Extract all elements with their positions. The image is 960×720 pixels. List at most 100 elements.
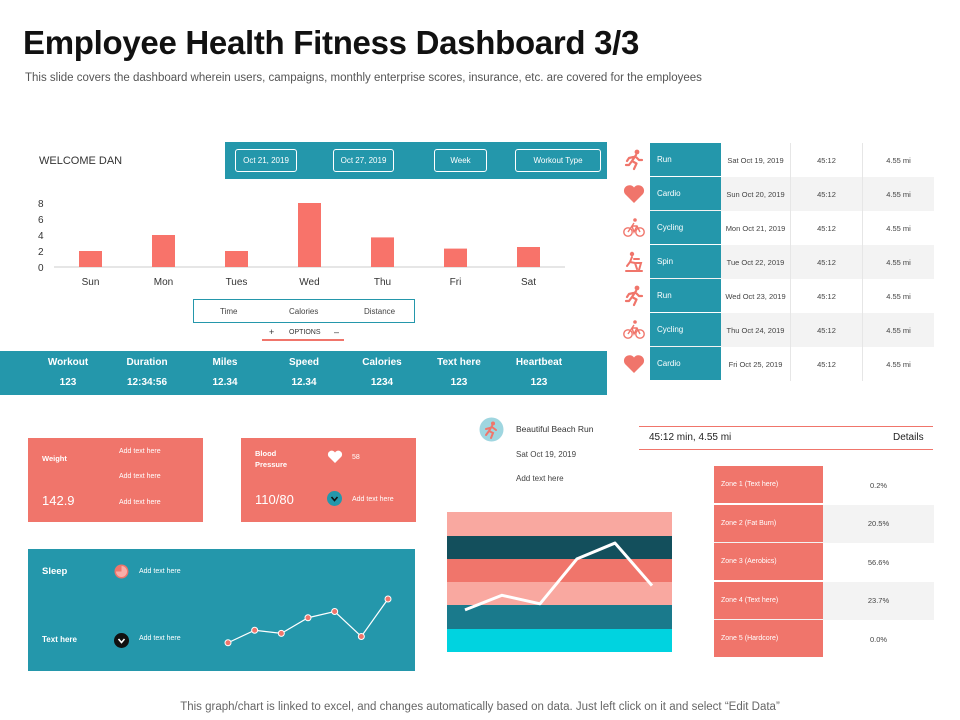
stat-value: 123: [530, 377, 548, 388]
stat-value: 12:34:56: [126, 377, 168, 388]
stats-bar: Workout 123 Duration 12:34:56 Miles 12.3…: [0, 351, 607, 395]
heart-icon: [622, 182, 646, 206]
activity-type: Run: [650, 143, 721, 176]
sleep-note: Add text here: [139, 568, 181, 575]
sleep-label: Sleep: [42, 566, 68, 577]
activity-date: Tue Oct 22, 2019: [721, 245, 791, 279]
activity-row[interactable]: Cardio Sun Oct 20, 2019 45:12 4.55 mi: [650, 177, 934, 211]
period-button[interactable]: Week: [434, 149, 487, 172]
bicycle-icon: [622, 216, 646, 240]
run-trend-line: [464, 541, 654, 612]
bar: [517, 247, 540, 267]
end-date-button[interactable]: Oct 27, 2019: [333, 149, 394, 172]
zone-row: Zone 3 (Aerobics) 56.6%: [714, 543, 934, 581]
workout-type-button[interactable]: Workout Type: [515, 149, 601, 172]
footer-note: This graph/chart is linked to excel, and…: [180, 701, 780, 713]
metric-distance[interactable]: Distance: [364, 307, 396, 316]
zone-label: Zone 4 (Text here): [714, 581, 823, 619]
metric-selector: Time Calories Distance: [193, 299, 415, 323]
weight-note: Add text here: [119, 473, 161, 480]
activity-date: Fri Oct 25, 2019: [721, 347, 791, 381]
metric-time[interactable]: Time: [220, 307, 238, 316]
bar: [79, 251, 102, 267]
activity-type: Run: [650, 279, 721, 312]
zone-label: Zone 2 (Fat Burn): [714, 504, 823, 542]
y-tick-label: 8: [38, 199, 44, 210]
x-tick-label: Mon: [154, 277, 173, 288]
run-note: Add text here: [516, 474, 564, 483]
chevron-down-icon[interactable]: [114, 633, 129, 648]
activity-date: Wed Oct 23, 2019: [721, 279, 791, 313]
options-plus-button[interactable]: +: [269, 327, 275, 337]
weight-label: Weight: [42, 454, 67, 463]
weight-card: Weight 142.9 Add text here Add text here…: [28, 438, 203, 522]
zone-row: Zone 1 (Text here) 0.2%: [714, 466, 934, 504]
zone-row: Zone 4 (Text here) 23.7%: [714, 581, 934, 620]
page-title: Employee Health Fitness Dashboard 3/3: [23, 24, 640, 61]
activity-date: Sun Oct 20, 2019: [721, 177, 791, 211]
activity-time: 45:12: [791, 177, 863, 211]
activity-distance: 4.55 mi: [886, 189, 911, 199]
sleep-trend-point: [384, 595, 392, 603]
sleep-trend-point: [224, 639, 232, 647]
activity-distance: 4.55 mi: [886, 257, 911, 267]
start-date-button[interactable]: Oct 21, 2019: [235, 149, 297, 172]
activity-row[interactable]: Cycling Mon Oct 21, 2019 45:12 4.55 mi: [650, 211, 934, 245]
runner-icon: [622, 148, 646, 172]
activity-date: Sat Oct 19, 2019: [721, 143, 791, 177]
x-tick-label: Tues: [226, 277, 248, 288]
y-tick-label: 0: [38, 263, 44, 274]
bicycle-icon: [622, 318, 646, 342]
x-tick-label: Thu: [374, 277, 391, 288]
activity-distance: 4.55 mi: [886, 359, 911, 369]
weekly-bar-chart: 0 2 4 6 8 Sun Mon Tues Wed Thu Fri Sat: [38, 199, 565, 288]
y-tick-label: 4: [38, 231, 44, 242]
options-control: + OPTIONS –: [262, 327, 344, 341]
heart-rate-zone-chart: [447, 512, 672, 652]
sleep-trend-point: [304, 614, 312, 622]
activity-row[interactable]: Cycling Thu Oct 24, 2019 45:12 4.55 mi: [650, 313, 934, 347]
zone-band: [447, 605, 672, 629]
sleep-trend-point: [331, 608, 339, 615]
activity-row[interactable]: Run Sat Oct 19, 2019 45:12 4.55 mi: [650, 143, 934, 177]
sleep-trend-point: [357, 633, 365, 640]
activity-type: Cycling: [650, 211, 721, 244]
zone-band: [447, 559, 672, 582]
sleep-trend-point: [251, 626, 259, 634]
heart-icon: [622, 352, 646, 376]
activity-row[interactable]: Cardio Fri Oct 25, 2019 45:12 4.55 mi: [650, 347, 934, 381]
activity-time: 45:12: [791, 347, 863, 381]
zone-row: Zone 2 (Fat Burn) 20.5%: [714, 504, 934, 543]
zone-band: [447, 512, 672, 536]
activity-row[interactable]: Spin Tue Oct 22, 2019 45:12 4.55 mi: [650, 245, 934, 279]
zone-label: Zone 5 (Hardcore): [714, 620, 823, 657]
zone-row: Zone 5 (Hardcore) 0.0%: [714, 620, 934, 658]
options-label: OPTIONS: [289, 329, 321, 336]
metric-calories[interactable]: Calories: [289, 307, 319, 316]
zone-value: 0.2%: [869, 480, 888, 490]
activity-date: Thu Oct 24, 2019: [721, 313, 791, 347]
stat-value: 12.34: [212, 377, 238, 388]
zone-value: 0.0%: [869, 634, 888, 644]
blood-pressure-card: Blood Pressure 110/80 58 Add text here: [241, 438, 416, 522]
activity-type: Cardio: [650, 177, 721, 210]
bar: [298, 203, 321, 267]
chevron-down-icon[interactable]: [327, 491, 342, 506]
sleep-trend-point: [277, 629, 285, 637]
x-tick-label: Wed: [299, 277, 319, 288]
zone-value: 20.5%: [867, 519, 890, 528]
heart-rate-value: 58: [352, 454, 360, 461]
zone-band: [447, 582, 672, 605]
activity-row[interactable]: Run Wed Oct 23, 2019 45:12 4.55 mi: [650, 279, 934, 313]
details-link[interactable]: Details: [893, 432, 924, 443]
heart-icon: [327, 450, 343, 463]
options-minus-button[interactable]: –: [334, 327, 340, 337]
stat-label: Workout: [47, 357, 89, 368]
stat-value: 12.34: [291, 377, 317, 388]
activity-date: Mon Oct 21, 2019: [721, 211, 791, 245]
divider: [639, 449, 933, 450]
activity-distance: 4.55 mi: [886, 155, 911, 165]
zone-band: [447, 536, 672, 559]
stat-value: 123: [59, 377, 77, 388]
activity-time: 45:12: [791, 279, 863, 313]
